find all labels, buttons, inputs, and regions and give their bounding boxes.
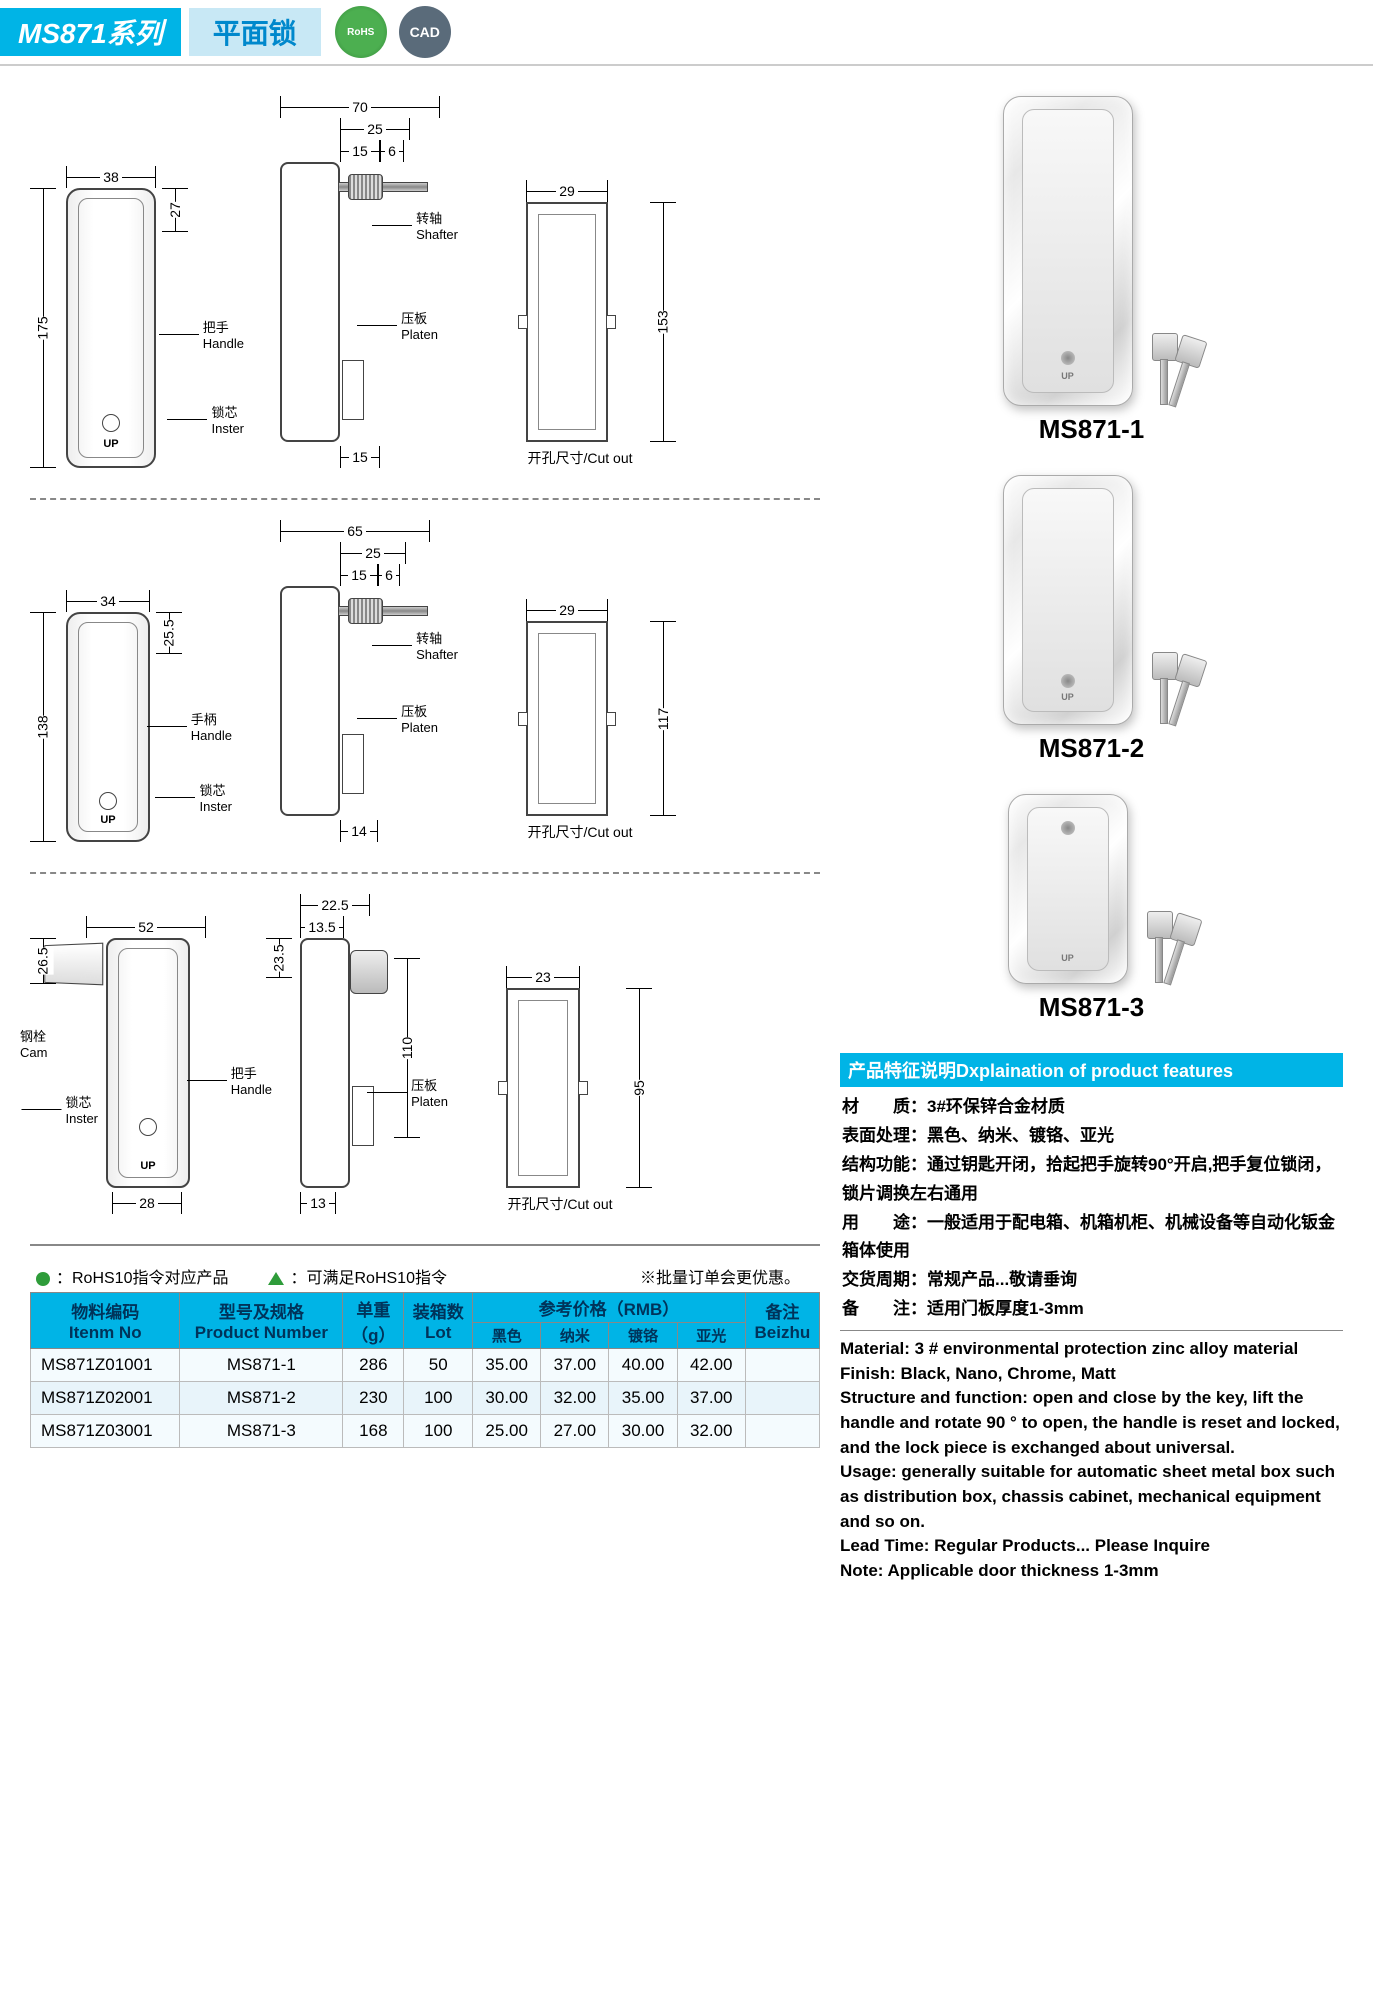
product-photo-3: UP MS871-3 (840, 794, 1343, 1023)
features-box: 产品特征说明Dxplaination of product features 材… (840, 1053, 1343, 1584)
front-view-2: 34 UP 手柄Handle 锁芯Inster 138 25.5 (30, 590, 210, 842)
table-row: MS871Z03001MS871-316810025.0027.0030.003… (31, 1415, 820, 1448)
th-nano: 纳米 (541, 1323, 609, 1349)
legend-bulk-note: ※批量订单会更优惠。 (640, 1264, 800, 1288)
green-triangle-icon (268, 1272, 284, 1285)
products-column: UP MS871-1 UP MS871-2 UP MS871-3 (830, 66, 1373, 1594)
cell-p4: 42.00 (677, 1349, 745, 1382)
cell-item: MS871Z01001 (31, 1349, 180, 1382)
cell-wt: 168 (343, 1415, 404, 1448)
drawings-column: 38 UP 把手Handle 锁芯Inster 175 27 70 25 (0, 66, 830, 1594)
th-chrome: 镀铬 (609, 1323, 677, 1349)
side-view-2: 65 25 15 6 转轴Shafter 压板Platen 14 (240, 520, 460, 842)
cell-item: MS871Z02001 (31, 1382, 180, 1415)
cell-p1: 25.00 (473, 1415, 541, 1448)
cell-rm (745, 1349, 819, 1382)
features-title: 产品特征说明Dxplaination of product features (840, 1053, 1343, 1087)
product-photo-2: UP MS871-2 (840, 475, 1343, 764)
product-label-1: MS871-1 (840, 414, 1343, 445)
green-dot-icon (36, 1272, 50, 1286)
th-price-group: 参考价格（RMB） (473, 1293, 746, 1323)
th-lot: 装箱数Lot (404, 1293, 473, 1349)
dim-top-h-1: 27 (162, 188, 188, 232)
cell-p4: 37.00 (677, 1382, 745, 1415)
cell-rm (745, 1415, 819, 1448)
cell-p3: 30.00 (609, 1415, 677, 1448)
page-header: MS871系列 平面锁 RoHS CAD (0, 0, 1373, 66)
cell-p3: 35.00 (609, 1382, 677, 1415)
th-item-no: 物料编码Itenm No (31, 1293, 180, 1349)
product-label-2: MS871-2 (840, 733, 1343, 764)
th-weight: 单重（g） (343, 1293, 404, 1349)
keys-icon (1156, 333, 1180, 406)
keys-icon (1156, 652, 1180, 725)
cell-p2: 27.00 (541, 1415, 609, 1448)
th-remark: 备注Beizhu (745, 1293, 819, 1349)
legend-rohs-product: ：RoHS10指令对应产品 (36, 1264, 228, 1288)
drawing-row-2: 34 UP 手柄Handle 锁芯Inster 138 25.5 65 25 (30, 510, 820, 874)
cad-icon: CAD (399, 6, 451, 58)
cell-lot: 100 (404, 1382, 473, 1415)
cell-p4: 32.00 (677, 1415, 745, 1448)
legend-rohs-satisfy: ：可满足RoHS10指令 (268, 1264, 446, 1288)
cutout-view-2: 29 117 开孔尺寸/Cut out (490, 599, 670, 842)
cell-p2: 32.00 (541, 1382, 609, 1415)
table-row: MS871Z01001MS871-12865035.0037.0040.0042… (31, 1349, 820, 1382)
cell-pn: MS871-3 (180, 1415, 343, 1448)
th-product-number: 型号及规格Product Number (180, 1293, 343, 1349)
cell-p3: 40.00 (609, 1349, 677, 1382)
product-label-3: MS871-3 (840, 992, 1343, 1023)
front-view-3: 52 UP 把手Handle 锁芯Inster 26.5 钢栓Cam 28 (30, 916, 230, 1214)
cell-item: MS871Z03001 (31, 1415, 180, 1448)
side-view-1: 70 25 15 6 转轴Shafter 压板Platen 15 (240, 96, 460, 468)
front-view-1: 38 UP 把手Handle 锁芯Inster 175 27 (30, 166, 210, 468)
side-view-3: 22.5 13.5 压板Platen 23.5 110 13 (260, 894, 440, 1214)
price-table: 物料编码Itenm No 型号及规格Product Number 单重（g） 装… (30, 1292, 820, 1448)
features-english: Material: 3 # environmental protection z… (840, 1330, 1343, 1583)
table-row: MS871Z02001MS871-223010030.0032.0035.003… (31, 1382, 820, 1415)
drawing-row-3: 52 UP 把手Handle 锁芯Inster 26.5 钢栓Cam 28 22… (30, 884, 820, 1246)
th-matt: 亚光 (677, 1323, 745, 1349)
rohs-icon: RoHS (335, 6, 387, 58)
cutout-view-1: 29 153 开孔尺寸/Cut out (490, 180, 670, 468)
cell-p2: 37.00 (541, 1349, 609, 1382)
cell-wt: 286 (343, 1349, 404, 1382)
cell-lot: 50 (404, 1349, 473, 1382)
type-badge: 平面锁 (189, 8, 321, 56)
th-black: 黑色 (473, 1323, 541, 1349)
features-chinese: 材 质：3#环保锌合金材质 表面处理：黑色、纳米、镀铬、亚光 结构功能：通过钥匙… (840, 1087, 1343, 1330)
cell-rm (745, 1382, 819, 1415)
cell-p1: 35.00 (473, 1349, 541, 1382)
keys-icon (1151, 911, 1175, 984)
table-legend: ：RoHS10指令对应产品 ：可满足RoHS10指令 ※批量订单会更优惠。 (30, 1256, 820, 1292)
series-badge: MS871系列 (0, 8, 181, 56)
cell-pn: MS871-2 (180, 1382, 343, 1415)
cell-wt: 230 (343, 1382, 404, 1415)
cell-lot: 100 (404, 1415, 473, 1448)
cell-p1: 30.00 (473, 1382, 541, 1415)
dim-height-1: 175 (30, 188, 56, 468)
product-photo-1: UP MS871-1 (840, 96, 1343, 445)
cutout-view-3: 23 95 开孔尺寸/Cut out (470, 966, 650, 1214)
handle-callout-1: 把手Handle (203, 317, 244, 351)
drawing-row-1: 38 UP 把手Handle 锁芯Inster 175 27 70 25 (30, 86, 820, 500)
dim-width-1: 38 (66, 166, 156, 188)
cell-pn: MS871-1 (180, 1349, 343, 1382)
cam-callout: 钢栓Cam (20, 1026, 47, 1060)
